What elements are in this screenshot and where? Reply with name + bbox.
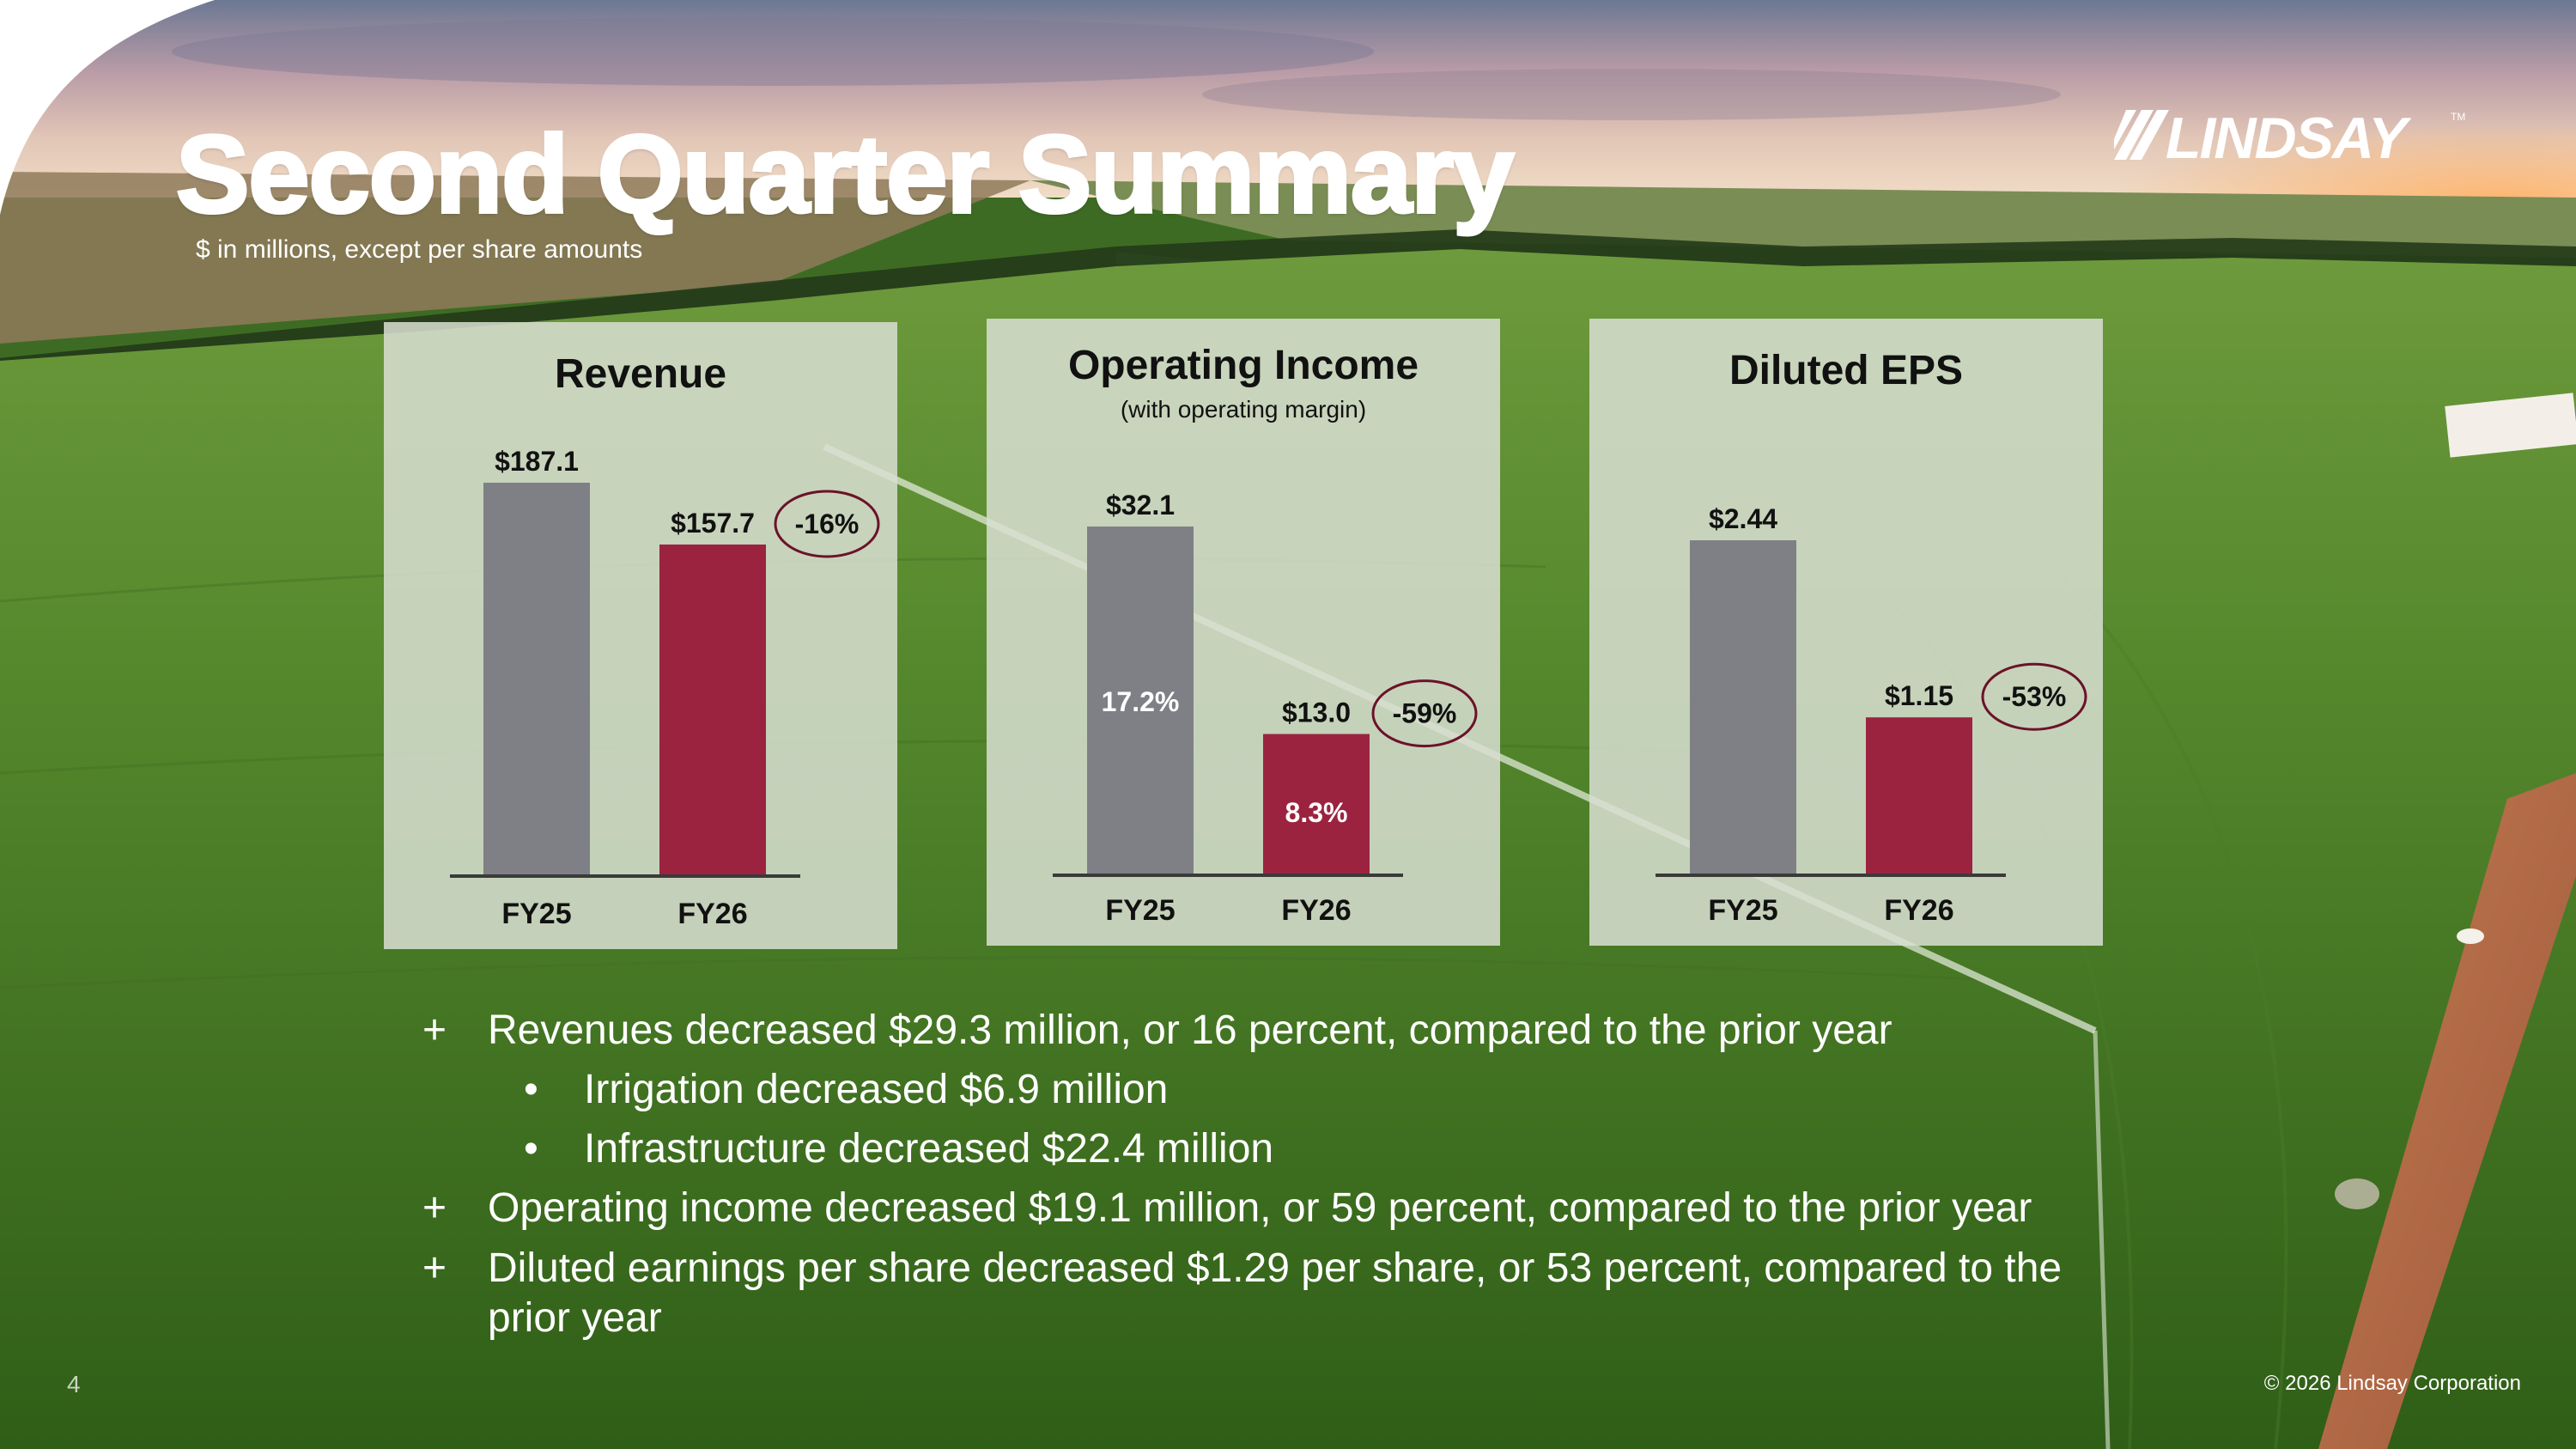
change-callout-ring	[1981, 662, 2087, 731]
bullet-text: Diluted earnings per share decreased $1.…	[488, 1245, 2063, 1291]
bar-fy26	[1263, 734, 1370, 875]
bar-fy25	[1087, 527, 1194, 875]
summary-bullets: + Revenues decreased $29.3 million, or 16…	[422, 1001, 2226, 1343]
operating-income-chart: Operating Income (with operating margin) $…	[1053, 343, 1478, 927]
bullet-text: Revenues decreased $29.3 million, or 16 …	[488, 1008, 1893, 1053]
category-label-fy26: FY26	[677, 898, 747, 930]
logo-stripes-icon	[2114, 110, 2169, 160]
copyright-notice: © 2026 Lindsay Corporation	[2263, 1372, 2521, 1395]
trademark-symbol: TM	[2451, 111, 2465, 123]
bar-fy25	[483, 483, 590, 876]
category-label-fy25: FY25	[1105, 894, 1175, 927]
revenue-chart: Revenue $187.1 FY25 $157.7 FY26 -16%	[450, 351, 880, 930]
category-label-fy25: FY25	[501, 898, 571, 930]
chart-subtitle: (with operating margin)	[1121, 396, 1366, 423]
list-item-continuation: prior year	[422, 1294, 2226, 1343]
slide-title: Second Quarter Summary	[174, 112, 1516, 238]
units-note: $ in millions, except per share amounts	[196, 235, 643, 264]
bullet-marker: +	[422, 1245, 447, 1291]
bar-fy26	[659, 544, 766, 876]
list-item: • Infrastructure decreased $22.4 million	[422, 1119, 2226, 1178]
operating-income-chart-panel: Operating Income (with operating margin) $…	[987, 319, 1500, 946]
category-label-fy25: FY25	[1708, 894, 1777, 927]
category-label-fy26: FY26	[1281, 894, 1351, 927]
category-label-fy26: FY26	[1884, 894, 1953, 927]
change-callout-label: -16%	[795, 508, 860, 539]
chart-title: Diluted EPS	[1729, 348, 1963, 393]
data-label-fy26: $13.0	[1282, 697, 1351, 728]
bullet-marker: •	[524, 1126, 538, 1172]
diluted-eps-chart-panel: Diluted EPS $2.44 FY25 $1.15 FY26 -53%	[1589, 319, 2103, 946]
diluted-eps-chart: Diluted EPS $2.44 FY25 $1.15 FY26 -53%	[1656, 348, 2087, 927]
list-item: • Irrigation decreased $6.9 million	[422, 1060, 2226, 1119]
change-callout-ring	[1371, 679, 1478, 748]
data-label-fy26: $157.7	[671, 508, 755, 539]
change-callout-label: -59%	[1393, 698, 1457, 729]
revenue-chart-panel: Revenue $187.1 FY25 $157.7 FY26 -16%	[384, 322, 897, 949]
margin-label-fy26: 8.3%	[1285, 797, 1348, 828]
chart-title: Operating Income	[1068, 343, 1419, 388]
list-item: + Diluted earnings per share decreased $1…	[422, 1244, 2226, 1294]
bar-fy25	[1690, 540, 1796, 875]
bullet-text: prior year	[488, 1295, 662, 1341]
data-label-fy26: $1.15	[1885, 680, 1953, 711]
page-number: 4	[67, 1371, 81, 1397]
bullet-text: Operating income decreased $19.1 million…	[488, 1185, 2032, 1231]
lindsay-logo: LINDSAY TM	[2114, 107, 2465, 163]
chart-title: Revenue	[555, 351, 726, 397]
data-label-fy25: $187.1	[495, 446, 579, 477]
bullet-marker: +	[422, 1008, 447, 1053]
bullet-text: Infrastructure decreased $22.4 million	[584, 1126, 1274, 1172]
bullet-text: Irrigation decreased $6.9 million	[584, 1067, 1169, 1112]
data-label-fy25: $32.1	[1106, 490, 1175, 521]
margin-label-fy25: 17.2%	[1102, 686, 1180, 717]
bullet-marker: +	[422, 1185, 447, 1231]
change-callout-label: -53%	[2002, 681, 2067, 712]
change-callout-ring	[774, 490, 880, 558]
list-item: + Revenues decreased $29.3 million, or 16…	[422, 1001, 2226, 1060]
data-label-fy25: $2.44	[1709, 503, 1777, 534]
bullet-marker: •	[524, 1067, 538, 1112]
list-item: + Operating income decreased $19.1 millio…	[422, 1178, 2226, 1238]
logo-wordmark: LINDSAY	[2166, 107, 2412, 163]
bar-fy26	[1866, 717, 1972, 875]
